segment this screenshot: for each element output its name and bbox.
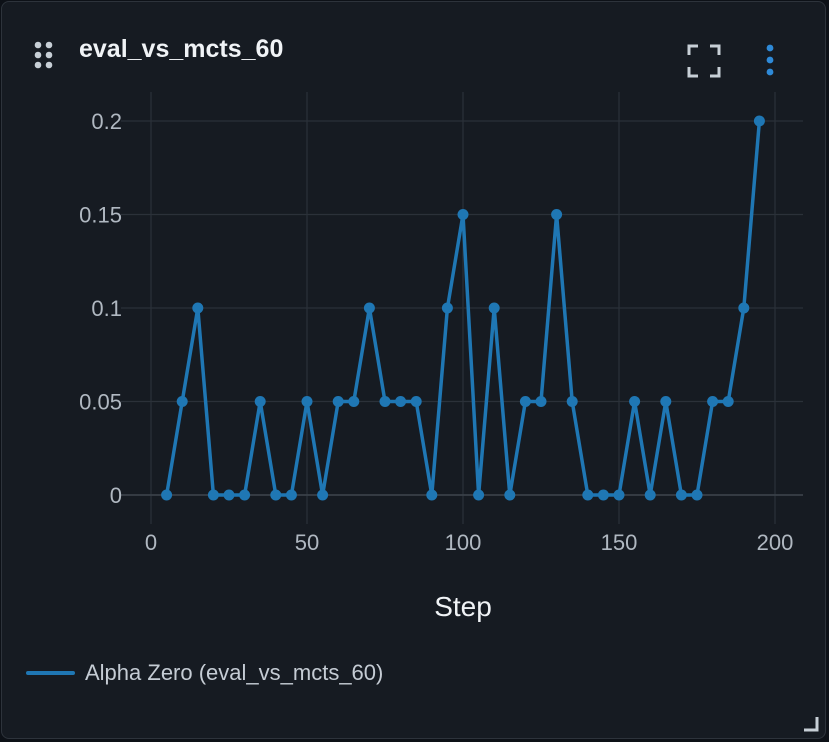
data-point[interactable]	[254, 396, 266, 407]
x-tick-label: 100	[445, 530, 482, 555]
drag-dots-icon[interactable]	[32, 39, 56, 71]
data-point[interactable]	[722, 396, 734, 407]
x-tick-label: 0	[145, 530, 157, 555]
x-tick-label: 150	[601, 530, 638, 555]
data-point[interactable]	[551, 209, 563, 220]
data-point[interactable]	[363, 302, 375, 314]
more-options-button[interactable]	[754, 42, 786, 80]
grid-lines	[121, 92, 803, 524]
data-point[interactable]	[223, 489, 235, 501]
data-point[interactable]	[285, 489, 297, 501]
fullscreen-icon	[687, 44, 721, 78]
data-point[interactable]	[441, 302, 453, 314]
data-point[interactable]	[348, 396, 360, 407]
y-tick-label: 0	[110, 483, 122, 508]
data-point[interactable]	[675, 489, 687, 501]
data-point[interactable]	[613, 489, 625, 501]
data-point[interactable]	[488, 302, 500, 314]
data-point[interactable]	[426, 489, 438, 501]
data-point[interactable]	[301, 396, 313, 407]
tick-labels: 0 50 100 150 200 0 0.05 0.1 0.15 0.2	[79, 109, 793, 555]
data-point[interactable]	[410, 396, 422, 407]
y-tick-label: 0.1	[91, 296, 122, 321]
data-point[interactable]	[504, 489, 516, 501]
legend-label: Alpha Zero (eval_vs_mcts_60)	[85, 660, 384, 685]
x-tick-label: 200	[757, 530, 794, 555]
data-point[interactable]	[176, 396, 188, 407]
data-point[interactable]	[519, 396, 531, 407]
data-point[interactable]	[473, 489, 485, 501]
data-point[interactable]	[161, 489, 173, 501]
data-point[interactable]	[660, 396, 672, 407]
data-point[interactable]	[239, 489, 251, 501]
data-point[interactable]	[379, 396, 391, 407]
data-point[interactable]	[707, 396, 719, 407]
data-point[interactable]	[753, 115, 765, 127]
data-point[interactable]	[332, 396, 344, 407]
y-tick-label: 0.15	[79, 203, 122, 228]
data-point[interactable]	[535, 396, 547, 407]
data-point[interactable]	[644, 489, 656, 501]
resize-corner-icon[interactable]	[801, 714, 821, 734]
data-point[interactable]	[738, 302, 750, 314]
data-point[interactable]	[457, 209, 469, 220]
data-point[interactable]	[691, 489, 703, 501]
data-point[interactable]	[597, 489, 609, 501]
data-point[interactable]	[270, 489, 282, 501]
data-point[interactable]	[192, 302, 204, 314]
y-tick-label: 0.2	[91, 109, 122, 134]
panel-title: eval_vs_mcts_60	[79, 35, 284, 63]
data-point[interactable]	[207, 489, 219, 501]
y-tick-label: 0.05	[79, 390, 122, 415]
data-point[interactable]	[582, 489, 594, 501]
series-layer[interactable]	[161, 115, 765, 501]
data-point[interactable]	[395, 396, 407, 407]
fullscreen-button[interactable]	[686, 43, 722, 79]
x-tick-label: 50	[295, 530, 319, 555]
data-point[interactable]	[317, 489, 329, 501]
legend-item[interactable]: Alpha Zero (eval_vs_mcts_60)	[26, 658, 383, 688]
data-point[interactable]	[629, 396, 641, 407]
more-vertical-icon	[766, 44, 774, 76]
data-point[interactable]	[566, 396, 578, 407]
legend-swatch	[26, 671, 75, 675]
x-axis-title: Step	[434, 591, 492, 622]
